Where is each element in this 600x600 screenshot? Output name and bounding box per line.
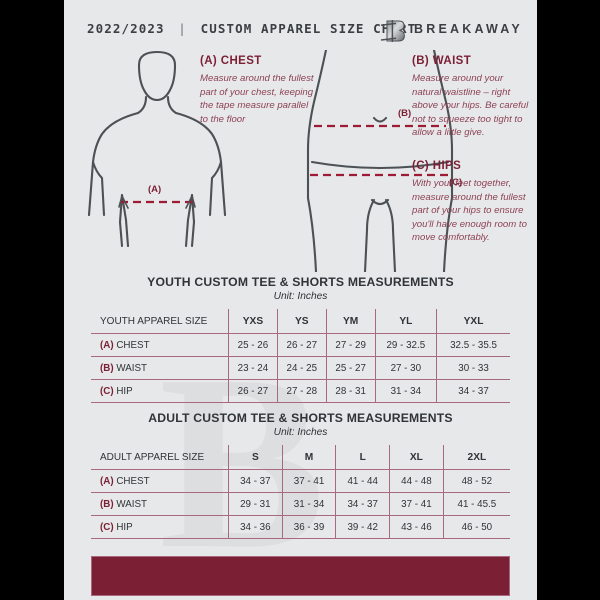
header-separator: | [178,21,187,36]
adult-waist-prefix: (B) [100,498,114,510]
adult-col-3: L [335,445,391,470]
waist-heading: (B) WAIST [412,55,472,67]
youth-waist-yxl: 30 - 33 [436,356,510,380]
chest-heading: (A) CHEST [200,55,262,67]
adult-hip-l: 39 - 42 [335,515,391,539]
youth-col-0: YOUTH APPAREL SIZE [91,309,229,334]
adult-chest-l: 41 - 44 [335,469,391,493]
youth-title: YOUTH CUSTOM TEE & SHORTS MEASUREMENTS [147,275,454,289]
youth-chest-label: CHEST [116,339,150,351]
adult-row-label-waist: (B) WAIST [91,492,229,516]
adult-col-1: S [228,445,283,470]
adult-waist-2xl: 41 - 45.5 [442,492,510,516]
youth-hip-label: HIP [116,385,133,397]
adult-waist-label: WAIST [116,498,148,510]
youth-hip-ys: 27 - 28 [276,379,327,403]
adult-chest-prefix: (A) [100,475,114,487]
adult-waist-l: 34 - 37 [335,492,391,516]
page-header: 2022/2023 | CUSTOM APPAREL SIZE CHART BR… [64,18,537,44]
youth-chest-yxs: 25 - 26 [228,333,278,357]
youth-hip-yxl: 34 - 37 [436,379,510,403]
brand-name: BREAKAWAY [414,22,523,36]
youth-hip-prefix: (C) [100,385,114,397]
adult-section-header: ADULT CUSTOM TEE & SHORTS MEASUREMENTS U… [64,411,537,438]
header-title-group: 2022/2023 | CUSTOM APPAREL SIZE CHART [87,21,416,36]
youth-row-label-hip: (C) HIP [91,379,229,403]
adult-hip-2xl: 46 - 50 [442,515,510,539]
table-row: (C) HIP 34 - 36 36 - 39 39 - 42 43 - 46 … [91,515,510,539]
youth-waist-yl: 27 - 30 [374,356,438,380]
youth-chest-ys: 26 - 27 [276,333,327,357]
chest-marker: (A) [148,184,162,195]
youth-chest-yxl: 32.5 - 35.5 [436,333,510,357]
table-row: (A) CHEST 34 - 37 37 - 41 41 - 44 44 - 4… [91,469,510,493]
adult-header-row: ADULT APPAREL SIZE S M L XL 2XL [91,445,510,470]
youth-row-label-waist: (B) WAIST [91,356,229,380]
youth-hip-yxs: 26 - 27 [228,379,278,403]
table-row: (B) WAIST 23 - 24 24 - 25 25 - 27 27 - 3… [91,356,510,380]
youth-hip-yl: 31 - 34 [374,379,438,403]
adult-hip-prefix: (C) [100,521,114,533]
youth-waist-label: WAIST [116,362,148,374]
adult-col-2: M [281,445,337,470]
youth-measurements-table: YOUTH APPAREL SIZE YXS YS YM YL YXL (A) … [91,309,510,403]
adult-chest-2xl: 48 - 52 [442,469,510,493]
youth-unit: Unit: Inches [273,291,328,302]
table-row: (B) WAIST 29 - 31 31 - 34 34 - 37 37 - 4… [91,492,510,516]
youth-col-4: YL [374,309,438,334]
adult-col-5: 2XL [442,445,510,470]
adult-hip-s: 34 - 36 [228,515,283,539]
table-row: (C) HIP 26 - 27 27 - 28 28 - 31 31 - 34 … [91,379,510,403]
adult-chest-s: 34 - 37 [228,469,283,493]
youth-chest-prefix: (A) [100,339,114,351]
waist-marker: (B) [398,108,412,119]
header-title: CUSTOM APPAREL SIZE CHART [200,21,417,36]
adult-row-label-chest: (A) CHEST [91,469,229,493]
youth-header-row: YOUTH APPAREL SIZE YXS YS YM YL YXL [91,309,510,334]
adult-chest-xl: 44 - 48 [389,469,444,493]
adult-hip-label: HIP [116,521,133,533]
youth-hip-ym: 28 - 31 [325,379,376,403]
youth-section-header: YOUTH CUSTOM TEE & SHORTS MEASUREMENTS U… [64,275,537,302]
adult-hip-xl: 43 - 46 [389,515,444,539]
header-season: 2022/2023 [87,21,165,36]
size-chart-page: B 2022/2023 | CUSTOM APPAREL SIZE CHART … [64,0,537,600]
adult-unit: Unit: Inches [273,427,328,438]
youth-waist-prefix: (B) [100,362,114,374]
measurement-diagram: (A) CHEST Measure around the fullest par… [64,48,537,274]
adult-measurements-table: ADULT APPAREL SIZE S M L XL 2XL (A) CHES… [91,445,510,539]
adult-waist-s: 29 - 31 [228,492,283,516]
youth-col-5: YXL [436,309,510,334]
adult-chest-m: 37 - 41 [281,469,337,493]
adult-hip-m: 36 - 39 [281,515,337,539]
waist-description: Measure around your natural waistline – … [412,73,529,139]
youth-waist-ys: 24 - 25 [276,356,327,380]
body-figures-illustration [87,48,454,274]
youth-waist-yxs: 23 - 24 [228,356,278,380]
youth-col-3: YM [325,309,376,334]
adult-col-4: XL [389,445,444,470]
adult-waist-m: 31 - 34 [281,492,337,516]
adult-waist-xl: 37 - 41 [389,492,444,516]
youth-waist-ym: 25 - 27 [325,356,376,380]
hips-description: With your feet together, measure around … [412,178,527,244]
youth-chest-yl: 29 - 32.5 [374,333,438,357]
hips-heading: (C) HIPS [412,160,462,172]
youth-col-1: YXS [228,309,278,334]
youth-chest-ym: 27 - 29 [325,333,376,357]
table-row: (A) CHEST 25 - 26 26 - 27 27 - 29 29 - 3… [91,333,510,357]
youth-col-2: YS [276,309,327,334]
hip-marker: (C) [449,177,463,188]
youth-row-label-chest: (A) CHEST [91,333,229,357]
chest-description: Measure around the fullest part of your … [200,73,314,125]
footer-accent-bar [91,556,510,596]
adult-row-label-hip: (C) HIP [91,515,229,539]
adult-title: ADULT CUSTOM TEE & SHORTS MEASUREMENTS [148,411,453,425]
adult-chest-label: CHEST [116,475,150,487]
breakaway-b-monogram-icon [380,20,405,42]
adult-col-0: ADULT APPAREL SIZE [91,445,229,470]
